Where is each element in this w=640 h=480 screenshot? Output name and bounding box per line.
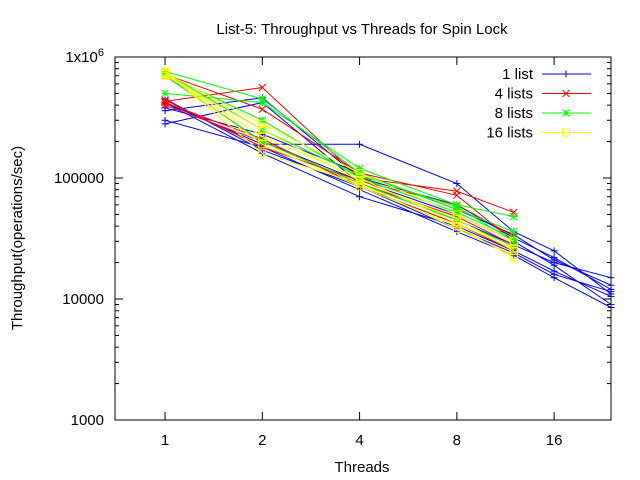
legend: 1 list 4 lists 8 lists 16 lists bbox=[486, 66, 591, 142]
y-tick-label: 1000 bbox=[71, 412, 104, 429]
data-point bbox=[258, 95, 267, 103]
data-point bbox=[452, 202, 461, 211]
x-tick-label: 2 bbox=[258, 432, 266, 449]
series-line bbox=[164, 72, 514, 242]
series-line bbox=[164, 86, 514, 213]
series-4 bbox=[161, 67, 518, 262]
data-point bbox=[509, 237, 518, 246]
x-axis-label: Threads bbox=[334, 459, 389, 476]
data-point bbox=[355, 182, 364, 191]
legend-label: 4 lists bbox=[495, 86, 533, 103]
x-tick-label: 4 bbox=[355, 432, 363, 449]
y-tick-label-exponent: 6 bbox=[98, 47, 104, 59]
series-layer bbox=[161, 67, 615, 312]
data-point bbox=[258, 149, 267, 158]
data-point bbox=[453, 180, 461, 188]
y-tick-label: 1x106 bbox=[65, 47, 104, 66]
data-point bbox=[452, 222, 461, 231]
series-line bbox=[164, 73, 514, 250]
data-point bbox=[452, 191, 461, 200]
data-point bbox=[258, 83, 267, 92]
series-line bbox=[164, 75, 514, 252]
data-point bbox=[509, 253, 518, 262]
data-point bbox=[258, 125, 267, 134]
data-point bbox=[356, 140, 364, 148]
tick-layer: 1 2 4 8 16 1000 10000 100000 1x106 bbox=[54, 47, 611, 449]
x-tick-label: 16 bbox=[546, 432, 563, 449]
data-point bbox=[550, 256, 558, 264]
y-axis-label: Throughput(operations/sec) bbox=[9, 146, 26, 330]
series-line bbox=[164, 119, 612, 308]
plot-frame bbox=[114, 56, 612, 421]
data-point bbox=[355, 168, 364, 177]
legend-marker bbox=[562, 89, 570, 98]
data-point bbox=[510, 251, 518, 259]
x-tick-label: 1 bbox=[161, 432, 169, 449]
data-point bbox=[356, 193, 364, 201]
data-point bbox=[452, 210, 461, 219]
legend-marker bbox=[562, 109, 570, 117]
data-point bbox=[258, 105, 267, 114]
data-point bbox=[161, 116, 169, 124]
series-line bbox=[164, 75, 612, 305]
data-point bbox=[161, 96, 169, 104]
data-point bbox=[355, 176, 364, 185]
legend-label: 1 list bbox=[502, 66, 534, 83]
data-point bbox=[161, 98, 169, 107]
data-point bbox=[161, 69, 170, 78]
series-line bbox=[164, 99, 514, 237]
chart-title: List-5: Throughput vs Threads for Spin L… bbox=[216, 21, 508, 38]
data-point bbox=[509, 227, 518, 236]
series-line bbox=[164, 73, 514, 259]
data-point bbox=[550, 274, 558, 282]
data-point bbox=[550, 247, 558, 255]
series-line bbox=[164, 73, 514, 239]
legend-marker bbox=[562, 70, 570, 78]
y-tick-label: 100000 bbox=[54, 170, 104, 187]
x-tick-label: 8 bbox=[453, 432, 461, 449]
data-point bbox=[258, 119, 267, 128]
legend-marker bbox=[562, 128, 570, 137]
data-point bbox=[161, 89, 169, 98]
data-point bbox=[258, 140, 267, 149]
y-tick-label: 10000 bbox=[62, 291, 104, 308]
legend-label: 8 lists bbox=[495, 105, 533, 122]
legend-label: 16 lists bbox=[486, 125, 533, 142]
data-point bbox=[509, 212, 518, 221]
